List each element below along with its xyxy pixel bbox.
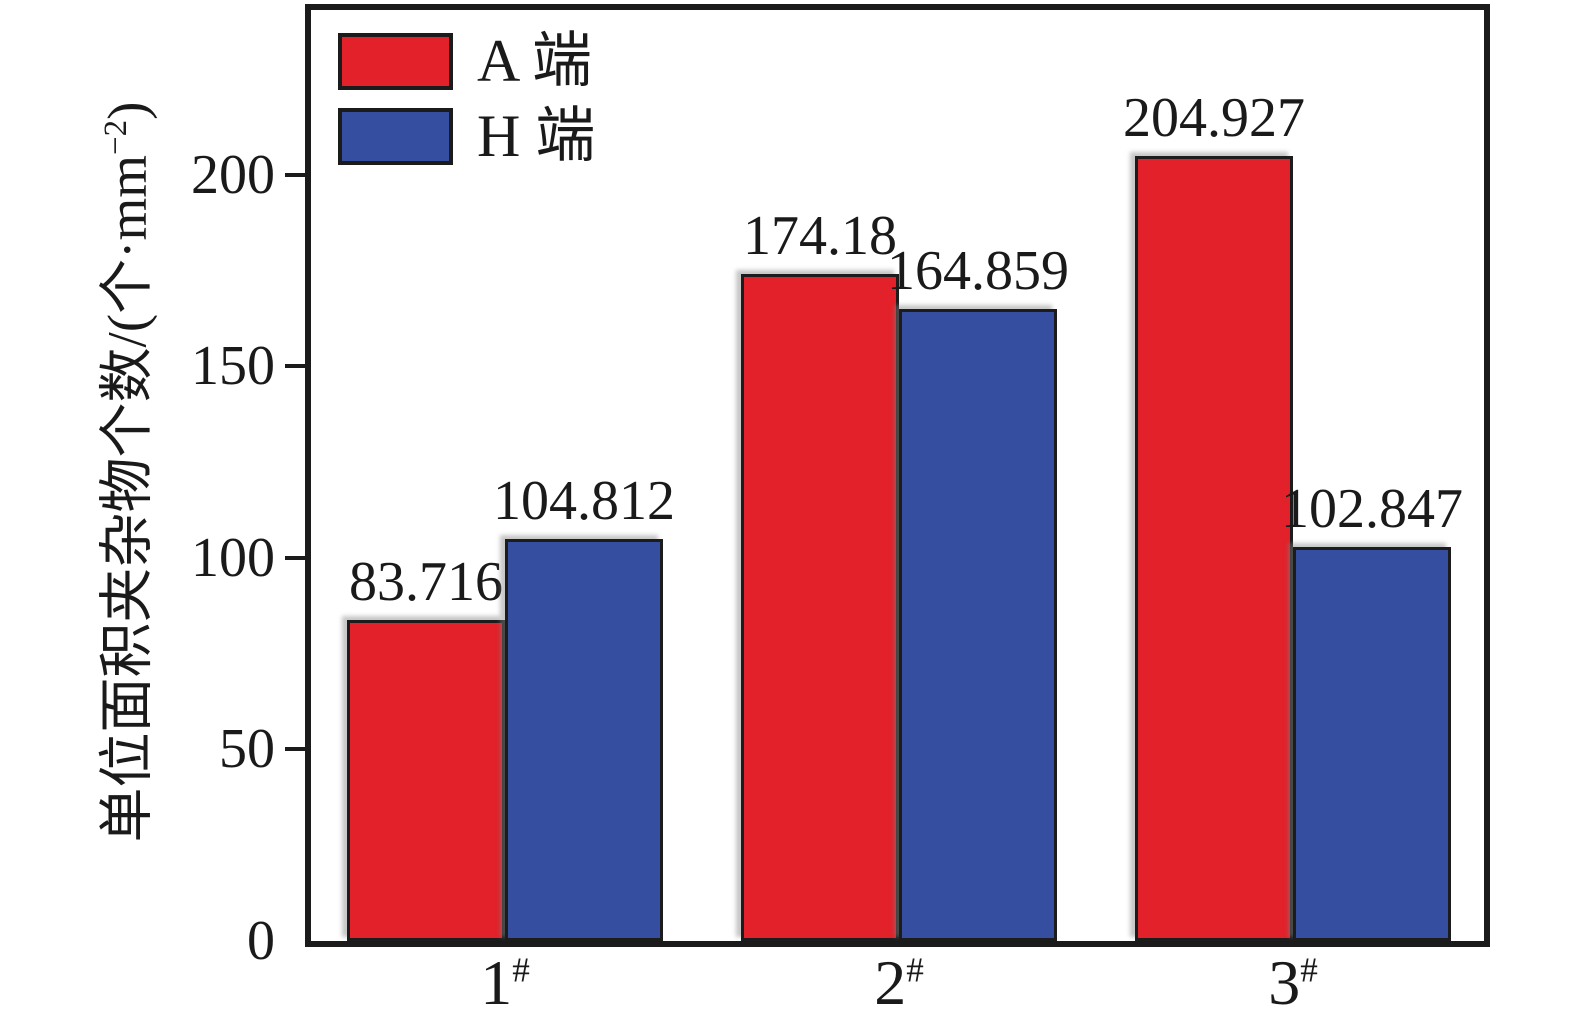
- legend-swatch: [338, 32, 453, 90]
- y-tick: [285, 364, 305, 369]
- bar-series2-group1: [505, 539, 663, 941]
- legend-swatch: [338, 107, 453, 165]
- y-axis-title-suffix: ): [96, 101, 158, 120]
- legend-label: A 端: [477, 28, 593, 94]
- legend-item: A 端: [338, 31, 595, 91]
- bar-series2-group2: [899, 309, 1057, 941]
- x-tick-superscript: #: [906, 950, 924, 990]
- y-tick-label: 150: [191, 335, 275, 398]
- legend-label: H 端: [477, 103, 596, 169]
- value-label: 204.927: [1123, 87, 1305, 149]
- x-tick-label: 2#: [874, 951, 924, 1015]
- plot-area: A 端 H 端 0 50 100 150 200 83.716 174.18 204.927 10…: [191, 4, 1490, 1015]
- x-tick-label: 1#: [480, 951, 530, 1015]
- y-tick-label: 0: [247, 910, 275, 972]
- value-label: 164.859: [887, 240, 1069, 302]
- y-tick: [285, 555, 305, 560]
- x-tick-number: 3: [1268, 947, 1301, 1018]
- x-tick-label: 3#: [1268, 951, 1318, 1015]
- bar-series1-group3: [1135, 156, 1293, 941]
- legend: A 端 H 端: [338, 31, 595, 181]
- y-tick: [285, 172, 305, 177]
- y-tick-label: 200: [191, 143, 275, 206]
- bar-series2-group3: [1293, 547, 1451, 941]
- value-label: 104.812: [493, 470, 675, 532]
- x-tick-superscript: #: [512, 950, 530, 990]
- y-tick: [285, 747, 305, 752]
- value-label: 83.716: [349, 551, 503, 613]
- x-tick-number: 2: [874, 947, 907, 1018]
- legend-item: H 端: [338, 106, 595, 166]
- y-tick-label: 100: [191, 526, 275, 589]
- x-tick-superscript: #: [1300, 950, 1318, 990]
- value-label: 102.847: [1281, 478, 1463, 540]
- bar-series1-group2: [741, 274, 899, 941]
- x-tick-number: 1: [480, 947, 513, 1018]
- bar-series1-group1: [347, 620, 505, 941]
- value-label: 174.18: [743, 205, 897, 267]
- y-tick-label: 50: [219, 718, 275, 781]
